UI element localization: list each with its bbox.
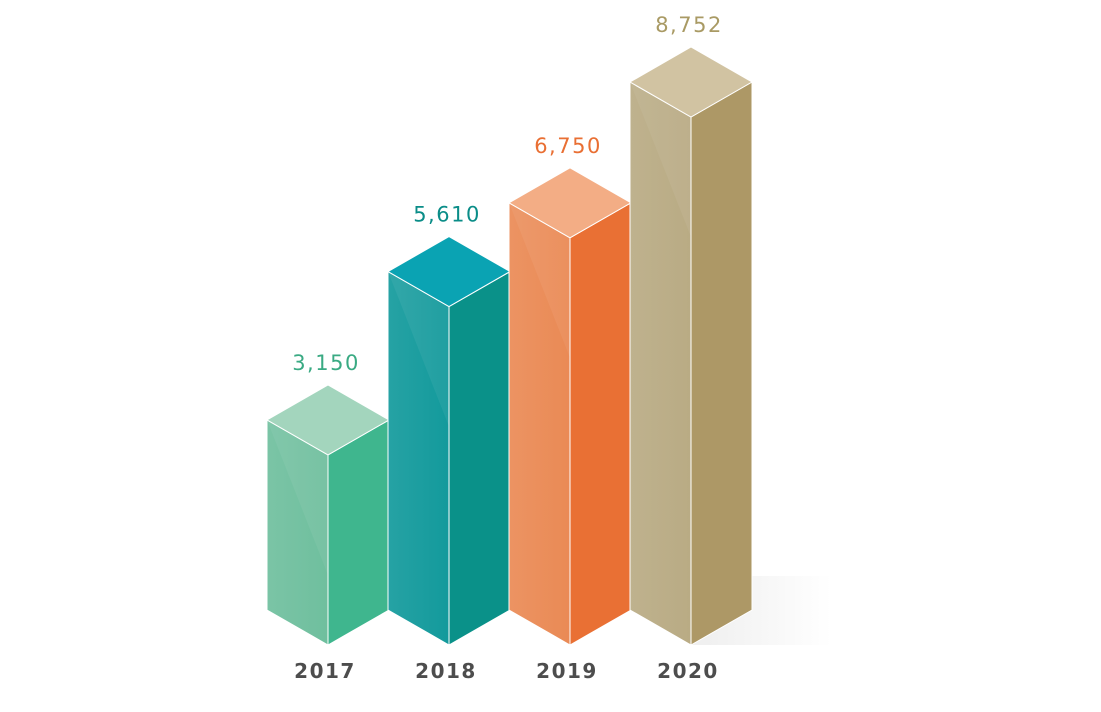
bar-right-face [448,270,511,646]
bar-right-face [690,81,753,646]
bar-top-face [628,46,754,118]
category-label: 2019 [536,659,598,683]
bar-right-face [327,419,390,646]
bar-left-highlight [509,202,570,358]
value-label: 8,752 [655,13,723,37]
bar-right-face [569,201,632,646]
category-label: 2017 [294,659,356,683]
category-label: 2018 [415,659,477,683]
labels: 3,150 2017 5,610 2018 6,750 2019 8,752 2020 [292,13,723,683]
value-label: 3,150 [292,351,360,375]
bar-left-highlight [630,82,691,237]
bar-2020 [628,46,754,646]
bar-2017 [265,384,391,646]
bar-left-highlight [267,419,328,575]
value-label: 6,750 [534,134,602,158]
value-label: 5,610 [413,203,481,227]
bars [265,46,754,646]
category-label: 2020 [657,659,719,683]
bar-2019 [507,167,633,646]
bar-left-highlight [388,271,449,427]
bar-2018 [386,235,512,646]
